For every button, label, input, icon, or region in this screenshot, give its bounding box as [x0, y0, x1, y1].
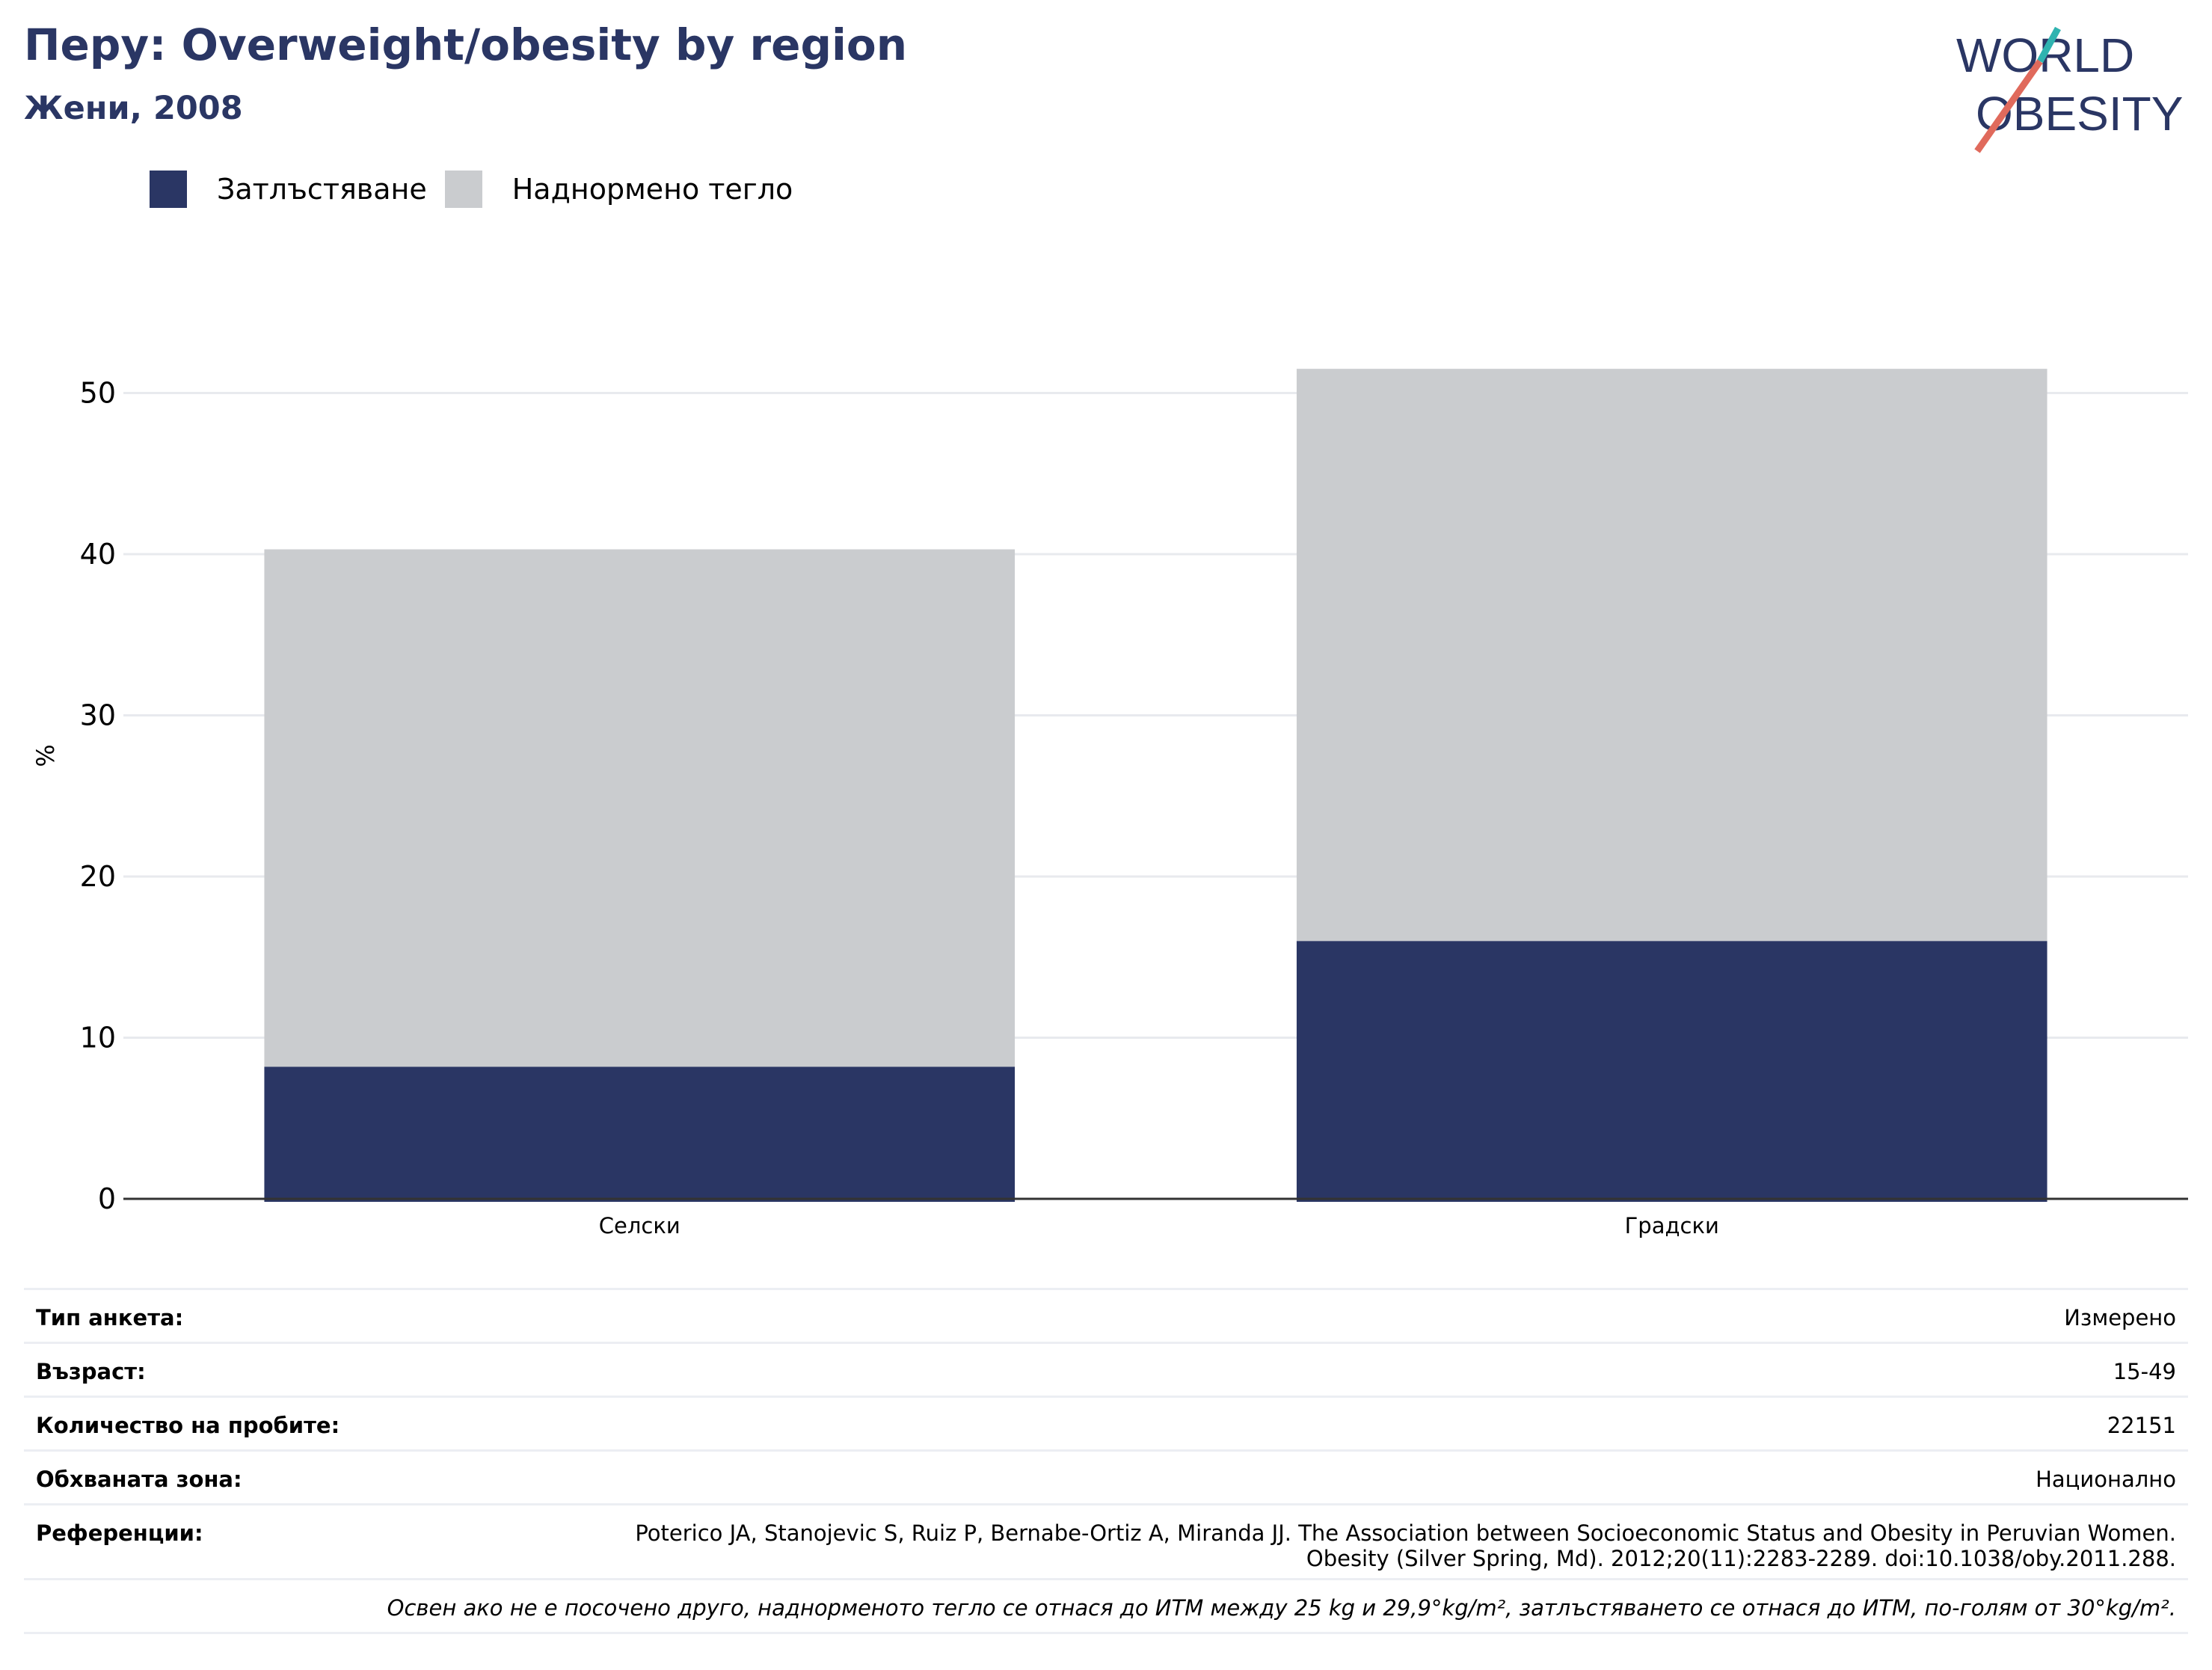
meta-value: Национално	[2036, 1467, 2176, 1492]
legend-label-overweight: Наднормено тегло	[511, 173, 793, 206]
chart-subtitle: Жени, 2008	[24, 90, 243, 127]
logo-slash-coral	[1974, 59, 2043, 153]
x-tick-label: Селски	[599, 1213, 681, 1238]
y-axis-label: %	[31, 744, 60, 767]
reference-text: Poterico JA, Stanojevic S, Ruiz P, Berna…	[635, 1520, 2176, 1571]
legend-label-obesity: Затлъстяване	[217, 173, 427, 206]
bar-overweight	[1296, 369, 2047, 942]
meta-row-note: Освен ако не е посочено друго, наднормен…	[24, 1580, 2188, 1634]
legend-swatch-obesity	[150, 171, 187, 208]
y-tick-label: 30	[80, 699, 116, 732]
chart-title: Перу: Overweight/obesity by region	[24, 19, 907, 70]
legend-item-overweight: Наднормено тегло	[444, 171, 793, 208]
meta-value: 15-49	[2113, 1359, 2176, 1384]
logo-line2: OBESITY	[1976, 87, 2183, 141]
bar-chart: 0 10 20 30 40 50% Селски Градски	[31, 369, 2188, 1238]
meta-label: Тип анкета:	[36, 1305, 184, 1330]
bar-obesity	[264, 1066, 1016, 1202]
legend-item-obesity: Затлъстяване	[150, 171, 427, 208]
logo-slash-teal	[2037, 26, 2061, 64]
meta-label: Обхваната зона:	[36, 1467, 242, 1492]
bar-obesity	[1296, 941, 2047, 1202]
reference-line: Poterico JA, Stanojevic S, Ruiz P, Berna…	[635, 1520, 2176, 1546]
y-tick-label: 0	[98, 1182, 116, 1215]
meta-label: Количество на пробите:	[36, 1413, 340, 1438]
y-tick-label: 10	[80, 1022, 116, 1055]
bar-overweight	[264, 549, 1016, 1067]
y-tick-label: 20	[80, 860, 116, 893]
meta-row-sample-size: Количество на пробите: 22151	[24, 1398, 2188, 1452]
meta-value: Измерено	[2064, 1305, 2176, 1330]
meta-row-references: Референции: Poterico JA, Stanojevic S, R…	[24, 1505, 2188, 1580]
reference-line: Obesity (Silver Spring, Md). 2012;20(11)…	[1306, 1546, 2176, 1571]
x-tick-label: Градски	[1625, 1213, 1719, 1238]
y-tick-label: 40	[80, 538, 116, 571]
legend: Затлъстяване Наднормено тегло	[150, 171, 811, 208]
y-tick-label: 50	[80, 377, 116, 410]
survey-details-table: Тип анкета: Измерено Възраст: 15-49 Коли…	[24, 1288, 2188, 1634]
meta-row-age: Възраст: 15-49	[24, 1344, 2188, 1398]
meta-row-area: Обхваната зона: Национално	[24, 1452, 2188, 1505]
meta-label: Референции:	[36, 1520, 203, 1546]
legend-swatch-overweight	[444, 171, 482, 208]
world-obesity-logo: WORLD OBESITY	[1956, 26, 2183, 153]
definition-note: Освен ако не е посочено друго, наднормен…	[387, 1595, 2176, 1621]
meta-value: 22151	[2107, 1413, 2176, 1438]
meta-label: Възраст:	[36, 1359, 146, 1384]
meta-row-survey-type: Тип анкета: Измерено	[24, 1290, 2188, 1344]
